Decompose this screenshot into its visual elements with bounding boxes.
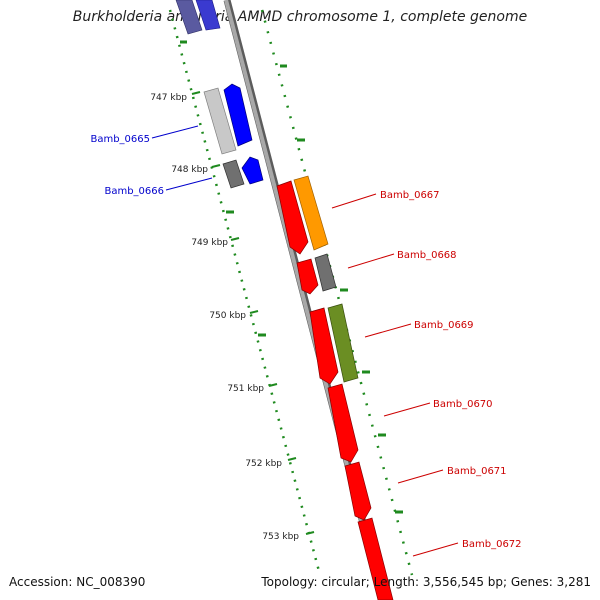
gene-label-bamb-0668[interactable]: Bamb_0668 [397,250,457,261]
tick-marks [191,91,315,535]
feature-olive-0669[interactable] [327,303,359,383]
feature-cds-0667[interactable] [276,180,309,255]
tick-label-753: 753 kbp [262,532,299,542]
accession-text: Accession: NC_008390 [9,575,146,589]
feature-cds-0672[interactable] [357,517,394,600]
feature-top-purple[interactable] [175,0,203,35]
feature-top-blue[interactable] [195,0,221,31]
tick-label-751: 751 kbp [227,384,264,394]
callout-lines [151,125,459,557]
tick-label-749: 749 kbp [191,238,228,248]
feature-orange-0667[interactable] [293,175,329,251]
gene-label-bamb-0671[interactable]: Bamb_0671 [447,466,507,477]
feature-other-0668[interactable] [314,253,337,292]
outer-dotted-ring [260,9,414,576]
gene-label-bamb-0665[interactable]: Bamb_0665 [90,134,150,145]
gene-label-bamb-0670[interactable]: Bamb_0670 [433,399,493,410]
feature-cds-0669[interactable] [309,307,339,385]
feature-cds-0665[interactable] [223,83,253,147]
tick-label-750: 750 kbp [209,311,246,321]
inner-dotted-ring [168,9,322,576]
gene-label-bamb-0667[interactable]: Bamb_0667 [380,190,440,201]
gc-dashes [180,40,403,514]
tick-label-747: 747 kbp [150,93,187,103]
feature-cds-0671[interactable] [344,461,372,521]
feature-other-0666[interactable] [222,159,245,189]
tick-label-748: 748 kbp [171,165,208,175]
gene-label-bamb-0672[interactable]: Bamb_0672 [462,539,522,550]
genome-summary-text: Topology: circular; Length: 3,556,545 bp… [261,575,591,589]
tick-label-752: 752 kbp [245,459,282,469]
feature-cds-0668[interactable] [296,258,319,295]
feature-cds-0670[interactable] [327,383,359,463]
feature-rna-0665[interactable] [203,87,237,155]
feature-cds-0666[interactable] [241,156,264,185]
gene-label-bamb-0669[interactable]: Bamb_0669 [414,320,474,331]
gene-label-bamb-0666[interactable]: Bamb_0666 [104,186,164,197]
